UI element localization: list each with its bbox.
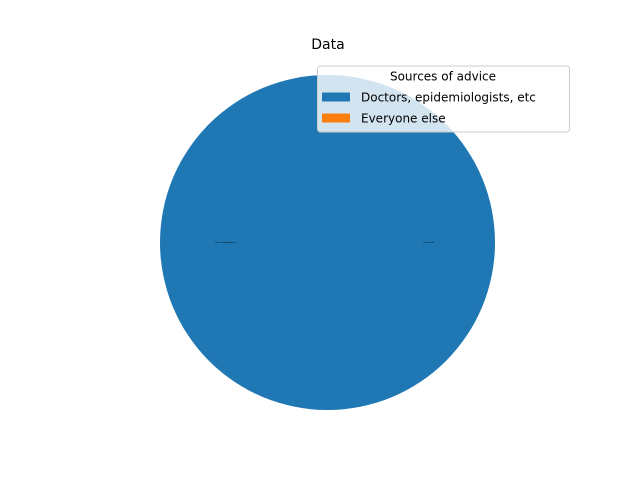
pie-slice-1 <box>160 75 495 410</box>
legend-title: Sources of advice <box>390 70 496 84</box>
pie-slice-label-1: Doctors, epidemiologists, etc <box>215 241 237 244</box>
legend-swatch-2 <box>322 113 350 123</box>
legend-frame <box>317 65 570 133</box>
pie-group: Doctors, epidemiologists, etc Everyone el… <box>160 75 495 410</box>
legend-entries: Doctors, epidemiologists, etc Everyone el… <box>322 91 536 126</box>
legend-swatch-1 <box>322 92 350 102</box>
legend: Sources of advice Doctors, epidemiologis… <box>317 65 570 133</box>
chart-title: Data <box>311 37 344 53</box>
pie-slice-label-2: Everyone else <box>424 241 435 244</box>
legend-label-2: Everyone else <box>361 112 446 126</box>
legend-label-1: Doctors, epidemiologists, etc <box>361 91 536 105</box>
